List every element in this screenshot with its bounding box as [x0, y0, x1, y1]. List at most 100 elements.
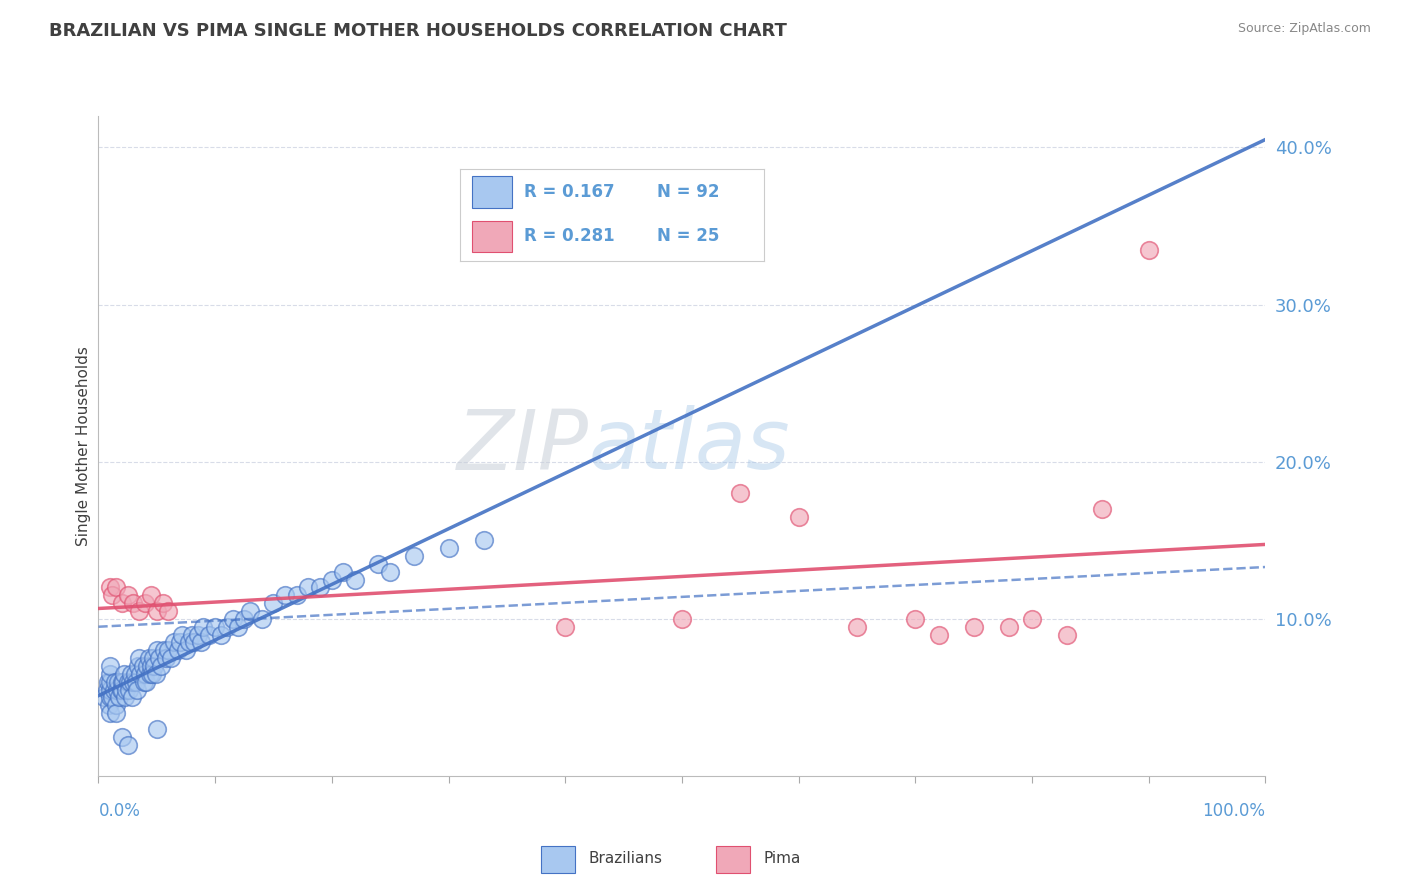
- Point: [193, 620, 215, 634]
- Text: R = 0.167: R = 0.167: [524, 183, 614, 201]
- Text: R = 0.281: R = 0.281: [524, 227, 614, 245]
- Point: [172, 627, 194, 641]
- Point: [98, 690, 121, 705]
- Point: [111, 682, 134, 697]
- Point: [97, 698, 120, 713]
- Point: [139, 666, 162, 681]
- Text: Pima: Pima: [763, 851, 801, 866]
- Point: [128, 651, 150, 665]
- Point: [183, 635, 205, 649]
- Point: [104, 581, 127, 595]
- Point: [141, 666, 163, 681]
- Point: [321, 573, 343, 587]
- Point: [209, 627, 232, 641]
- Point: [103, 682, 125, 697]
- Point: [787, 509, 810, 524]
- Point: [344, 573, 367, 587]
- Point: [146, 604, 169, 618]
- Point: [132, 659, 155, 673]
- Point: [159, 651, 181, 665]
- Point: [114, 690, 136, 705]
- Point: [239, 604, 262, 618]
- Point: [904, 612, 927, 626]
- Point: [108, 690, 131, 705]
- Point: [297, 581, 319, 595]
- Point: [98, 659, 121, 673]
- Point: [179, 635, 201, 649]
- Point: [139, 588, 162, 602]
- Point: [163, 635, 186, 649]
- Text: N = 92: N = 92: [658, 183, 720, 201]
- Point: [112, 666, 135, 681]
- Point: [204, 620, 226, 634]
- Point: [98, 666, 121, 681]
- Point: [111, 730, 134, 744]
- Point: [111, 596, 134, 610]
- Point: [96, 682, 118, 697]
- Point: [105, 682, 128, 697]
- Point: [118, 674, 141, 689]
- Point: [118, 682, 141, 697]
- Point: [143, 659, 166, 673]
- Point: [146, 643, 169, 657]
- Point: [187, 627, 209, 641]
- Point: [846, 620, 869, 634]
- Point: [1137, 243, 1160, 257]
- Point: [98, 682, 121, 697]
- Point: [134, 596, 156, 610]
- Text: 100.0%: 100.0%: [1202, 802, 1265, 820]
- Point: [111, 674, 134, 689]
- Point: [98, 581, 121, 595]
- Point: [730, 486, 752, 500]
- Bar: [472, 176, 512, 208]
- Point: [115, 682, 138, 697]
- Bar: [541, 847, 575, 873]
- Text: Brazilians: Brazilians: [588, 851, 662, 866]
- Text: N = 25: N = 25: [658, 227, 720, 245]
- Point: [274, 588, 297, 602]
- Point: [129, 666, 152, 681]
- Text: BRAZILIAN VS PIMA SINGLE MOTHER HOUSEHOLDS CORRELATION CHART: BRAZILIAN VS PIMA SINGLE MOTHER HOUSEHOL…: [49, 22, 787, 40]
- Point: [117, 674, 139, 689]
- Point: [134, 666, 156, 681]
- Point: [98, 674, 121, 689]
- Point: [125, 674, 148, 689]
- Text: ZIP: ZIP: [457, 406, 589, 486]
- Point: [136, 659, 159, 673]
- Point: [132, 674, 155, 689]
- Point: [962, 620, 984, 634]
- Point: [111, 674, 134, 689]
- Point: [1056, 627, 1078, 641]
- Point: [157, 643, 180, 657]
- Point: [122, 596, 145, 610]
- Point: [378, 565, 402, 579]
- Point: [152, 643, 174, 657]
- Point: [124, 666, 146, 681]
- Y-axis label: Single Mother Households: Single Mother Households: [76, 346, 91, 546]
- Point: [138, 651, 160, 665]
- Point: [97, 674, 120, 689]
- Point: [437, 541, 460, 556]
- Point: [671, 612, 693, 626]
- Point: [139, 659, 162, 673]
- Point: [104, 706, 127, 721]
- Point: [101, 588, 124, 602]
- Text: 0.0%: 0.0%: [98, 802, 141, 820]
- Point: [125, 682, 148, 697]
- Point: [554, 620, 576, 634]
- Point: [145, 666, 167, 681]
- Point: [233, 612, 256, 626]
- Point: [367, 557, 389, 571]
- Point: [250, 612, 273, 626]
- Point: [121, 690, 143, 705]
- Point: [180, 627, 202, 641]
- Bar: [717, 847, 751, 873]
- Point: [472, 533, 495, 548]
- Point: [262, 596, 284, 610]
- Point: [309, 581, 332, 595]
- Point: [190, 635, 212, 649]
- Point: [127, 659, 149, 673]
- Point: [221, 612, 243, 626]
- Point: [157, 604, 180, 618]
- Point: [928, 627, 950, 641]
